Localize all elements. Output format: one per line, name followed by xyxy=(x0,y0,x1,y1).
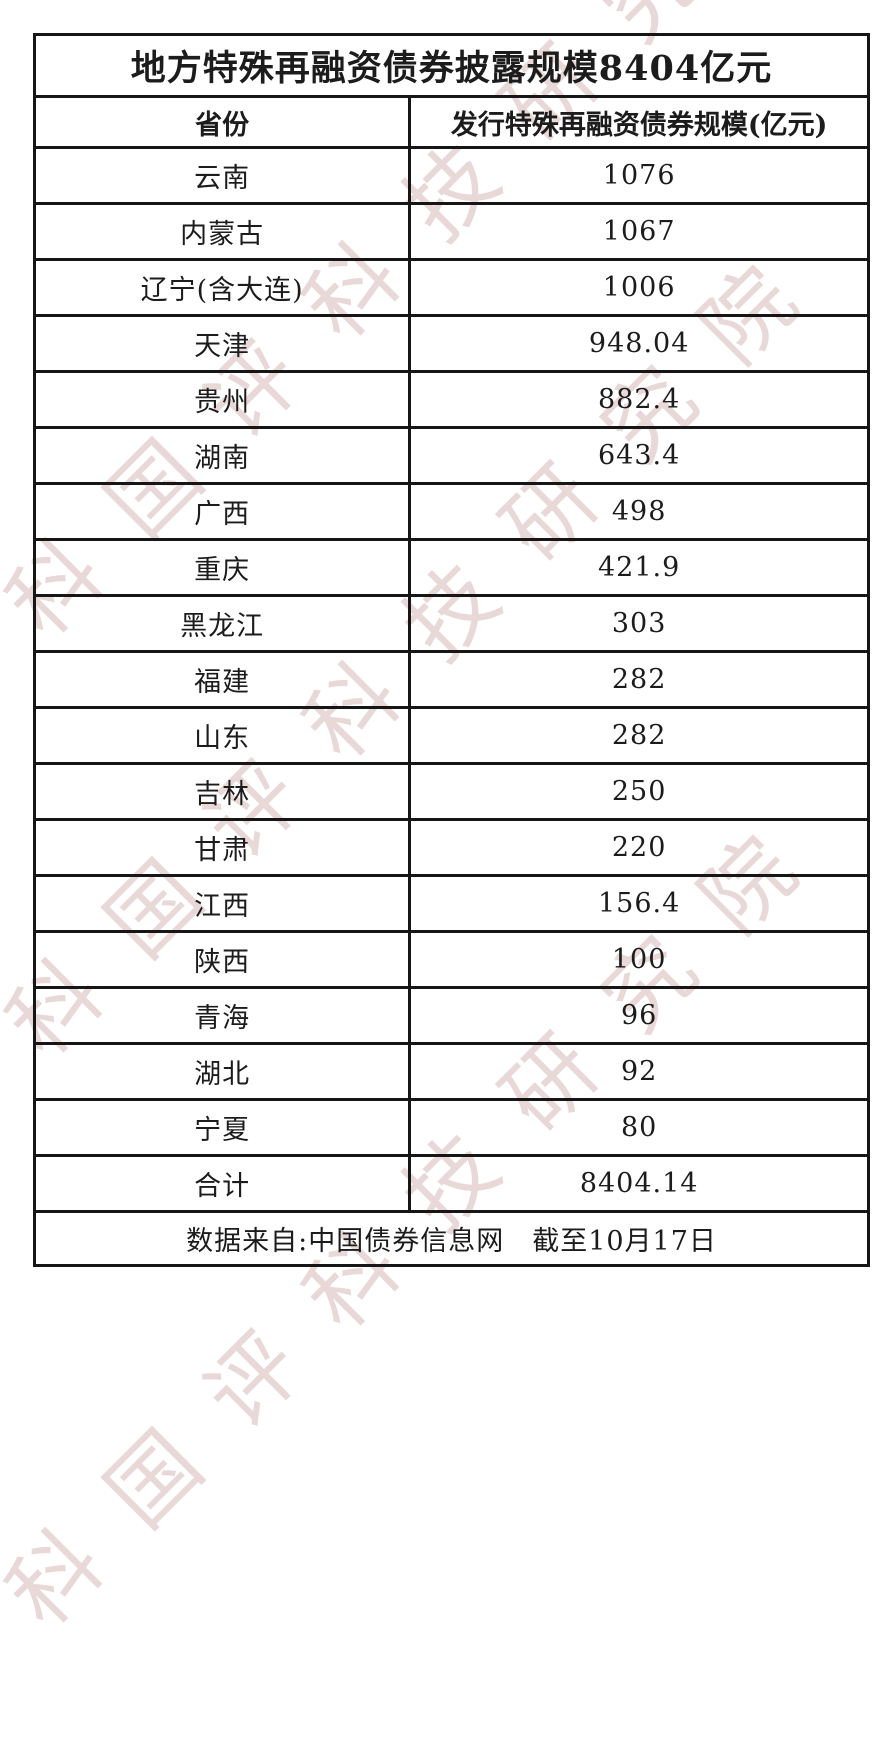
province-cell: 广西 xyxy=(32,482,412,541)
table-row: 宁夏 80 xyxy=(32,1098,870,1157)
amount-cell: 8404.14 xyxy=(408,1154,870,1213)
bond-table: 地方特殊再融资债券披露规模8404亿元 省份 发行特殊再融资债券规模(亿元) 云… xyxy=(32,33,870,1267)
amount-cell: 1076 xyxy=(408,146,870,205)
amount-cell: 96 xyxy=(408,986,870,1045)
province-cell: 云南 xyxy=(32,146,412,205)
table-row: 黑龙江 303 xyxy=(32,594,870,653)
amount-cell: 1067 xyxy=(408,202,870,261)
province-cell: 辽宁(含大连) xyxy=(32,258,412,317)
province-cell: 黑龙江 xyxy=(32,594,412,653)
column-header-province: 省份 xyxy=(32,95,412,149)
header-row: 省份 发行特殊再融资债券规模(亿元) xyxy=(32,95,870,149)
table-row: 青海 96 xyxy=(32,986,870,1045)
amount-cell: 100 xyxy=(408,930,870,989)
amount-cell: 421.9 xyxy=(408,538,870,597)
column-header-amount: 发行特殊再融资债券规模(亿元) xyxy=(408,95,870,149)
table-row: 福建 282 xyxy=(32,650,870,709)
table-row: 辽宁(含大连) 1006 xyxy=(32,258,870,317)
province-cell: 青海 xyxy=(32,986,412,1045)
province-cell: 湖北 xyxy=(32,1042,412,1101)
province-cell: 宁夏 xyxy=(32,1098,412,1157)
table-row: 重庆 421.9 xyxy=(32,538,870,597)
source-note: 数据来自:中国债券信息网 截至10月17日 xyxy=(33,1210,870,1267)
amount-cell: 92 xyxy=(408,1042,870,1101)
amount-cell: 303 xyxy=(408,594,870,653)
table-row: 湖南 643.4 xyxy=(32,426,870,485)
table-row: 山东 282 xyxy=(32,706,870,765)
province-cell: 贵州 xyxy=(32,370,412,429)
table-row: 吉林 250 xyxy=(32,762,870,821)
province-cell: 江西 xyxy=(32,874,412,933)
title-row: 地方特殊再融资债券披露规模8404亿元 xyxy=(33,33,870,98)
table-row: 甘肃 220 xyxy=(32,818,870,877)
table-row: 云南 1076 xyxy=(32,146,870,205)
province-cell: 甘肃 xyxy=(32,818,412,877)
table-row: 内蒙古 1067 xyxy=(32,202,870,261)
table-row: 天津 948.04 xyxy=(32,314,870,373)
province-cell: 内蒙古 xyxy=(32,202,412,261)
table-row: 江西 156.4 xyxy=(32,874,870,933)
province-cell: 天津 xyxy=(32,314,412,373)
province-cell: 福建 xyxy=(32,650,412,709)
province-cell: 湖南 xyxy=(32,426,412,485)
table-title: 地方特殊再融资债券披露规模8404亿元 xyxy=(33,33,870,98)
amount-cell: 282 xyxy=(408,706,870,765)
amount-cell: 220 xyxy=(408,818,870,877)
table-row: 陕西 100 xyxy=(32,930,870,989)
amount-cell: 882.4 xyxy=(408,370,870,429)
amount-cell: 948.04 xyxy=(408,314,870,373)
province-cell: 吉林 xyxy=(32,762,412,821)
amount-cell: 250 xyxy=(408,762,870,821)
table-row: 广西 498 xyxy=(32,482,870,541)
amount-cell: 498 xyxy=(408,482,870,541)
table-row: 贵州 882.4 xyxy=(32,370,870,429)
province-cell: 合计 xyxy=(32,1154,412,1213)
table-row: 合计 8404.14 xyxy=(32,1154,870,1213)
province-cell: 重庆 xyxy=(32,538,412,597)
amount-cell: 156.4 xyxy=(408,874,870,933)
amount-cell: 643.4 xyxy=(408,426,870,485)
data-table: 地方特殊再融资债券披露规模8404亿元 省份 发行特殊再融资债券规模(亿元) 云… xyxy=(32,33,870,1267)
amount-cell: 282 xyxy=(408,650,870,709)
table-row: 湖北 92 xyxy=(32,1042,870,1101)
amount-cell: 1006 xyxy=(408,258,870,317)
amount-cell: 80 xyxy=(408,1098,870,1157)
footer-row: 数据来自:中国债券信息网 截至10月17日 xyxy=(33,1210,870,1267)
table-body: 云南 1076 内蒙古 1067 辽宁(含大连) 1006 天津 948.04 贵州 882.4 湖… xyxy=(32,146,870,1213)
province-cell: 陕西 xyxy=(32,930,412,989)
province-cell: 山东 xyxy=(32,706,412,765)
